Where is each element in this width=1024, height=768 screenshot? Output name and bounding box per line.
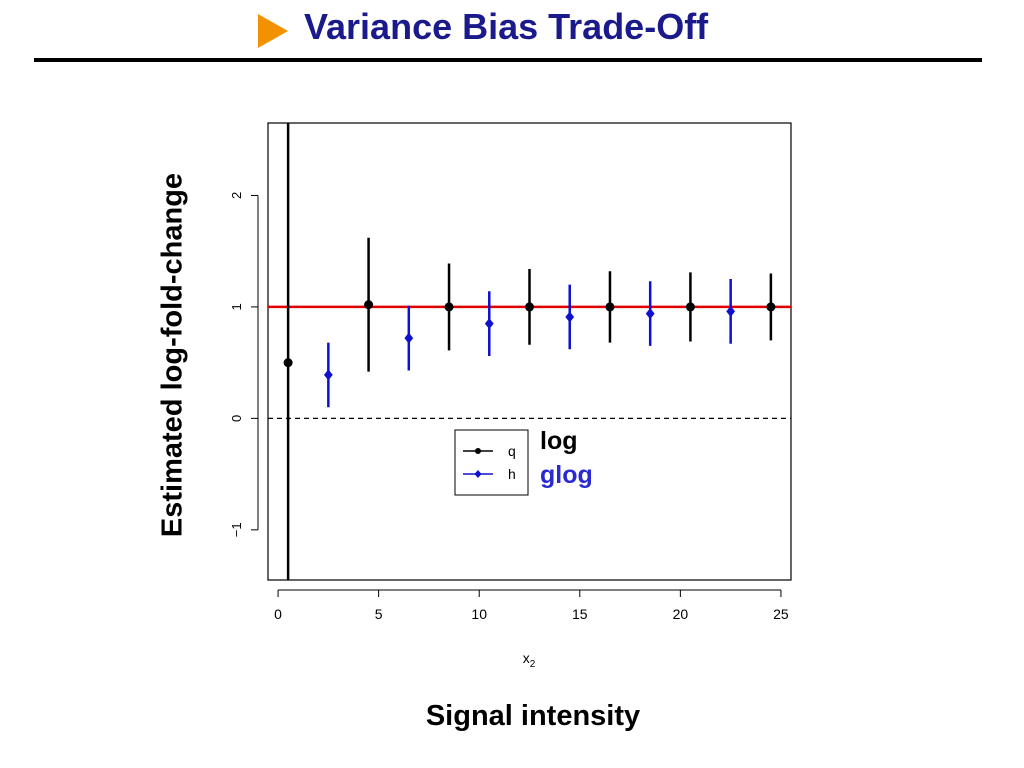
y-tick-label: 0 (229, 415, 244, 422)
x-tick-label: 0 (274, 606, 282, 622)
point-q (283, 358, 293, 368)
title-divider (34, 58, 982, 62)
legend-marker-q (475, 448, 481, 454)
title-arrow-icon (258, 14, 288, 48)
plot-frame (267, 122, 792, 581)
legend-annotation-log: log (540, 427, 578, 455)
slide-x-axis-label: Signal intensity (425, 700, 641, 732)
point-q (685, 302, 695, 312)
slide-title: Variance Bias Trade-Off (304, 6, 709, 47)
point-h (323, 369, 333, 381)
x-tick-label: 5 (375, 606, 383, 622)
legend-label-q: q (508, 443, 516, 459)
x-tick-label: 20 (673, 606, 689, 622)
point-h (726, 305, 736, 317)
x-axis-label: x2 (523, 650, 536, 670)
point-h (404, 332, 414, 344)
x-tick-label: 15 (572, 606, 588, 622)
point-h (484, 318, 494, 330)
point-q (605, 302, 615, 312)
y-tick-label: 2 (229, 192, 244, 199)
point-q (525, 302, 534, 312)
point-q (364, 300, 374, 310)
legend-label-h: h (508, 466, 516, 482)
y-tick-label: 1 (229, 303, 244, 310)
point-h (645, 308, 655, 320)
point-q (766, 302, 776, 312)
legend-annotation-glog: glog (540, 461, 593, 489)
slide-title-bar: Variance Bias Trade-Off (0, 0, 1024, 62)
y-tick-label: −1 (229, 522, 244, 537)
point-h (565, 311, 575, 323)
legend-box (454, 429, 529, 496)
legend-marker-h (474, 470, 482, 478)
x-tick-label: 10 (471, 606, 487, 622)
x-tick-label: 25 (773, 606, 789, 622)
slide-y-axis-label: Estimated log-fold-change (156, 172, 189, 538)
point-q (444, 302, 454, 312)
